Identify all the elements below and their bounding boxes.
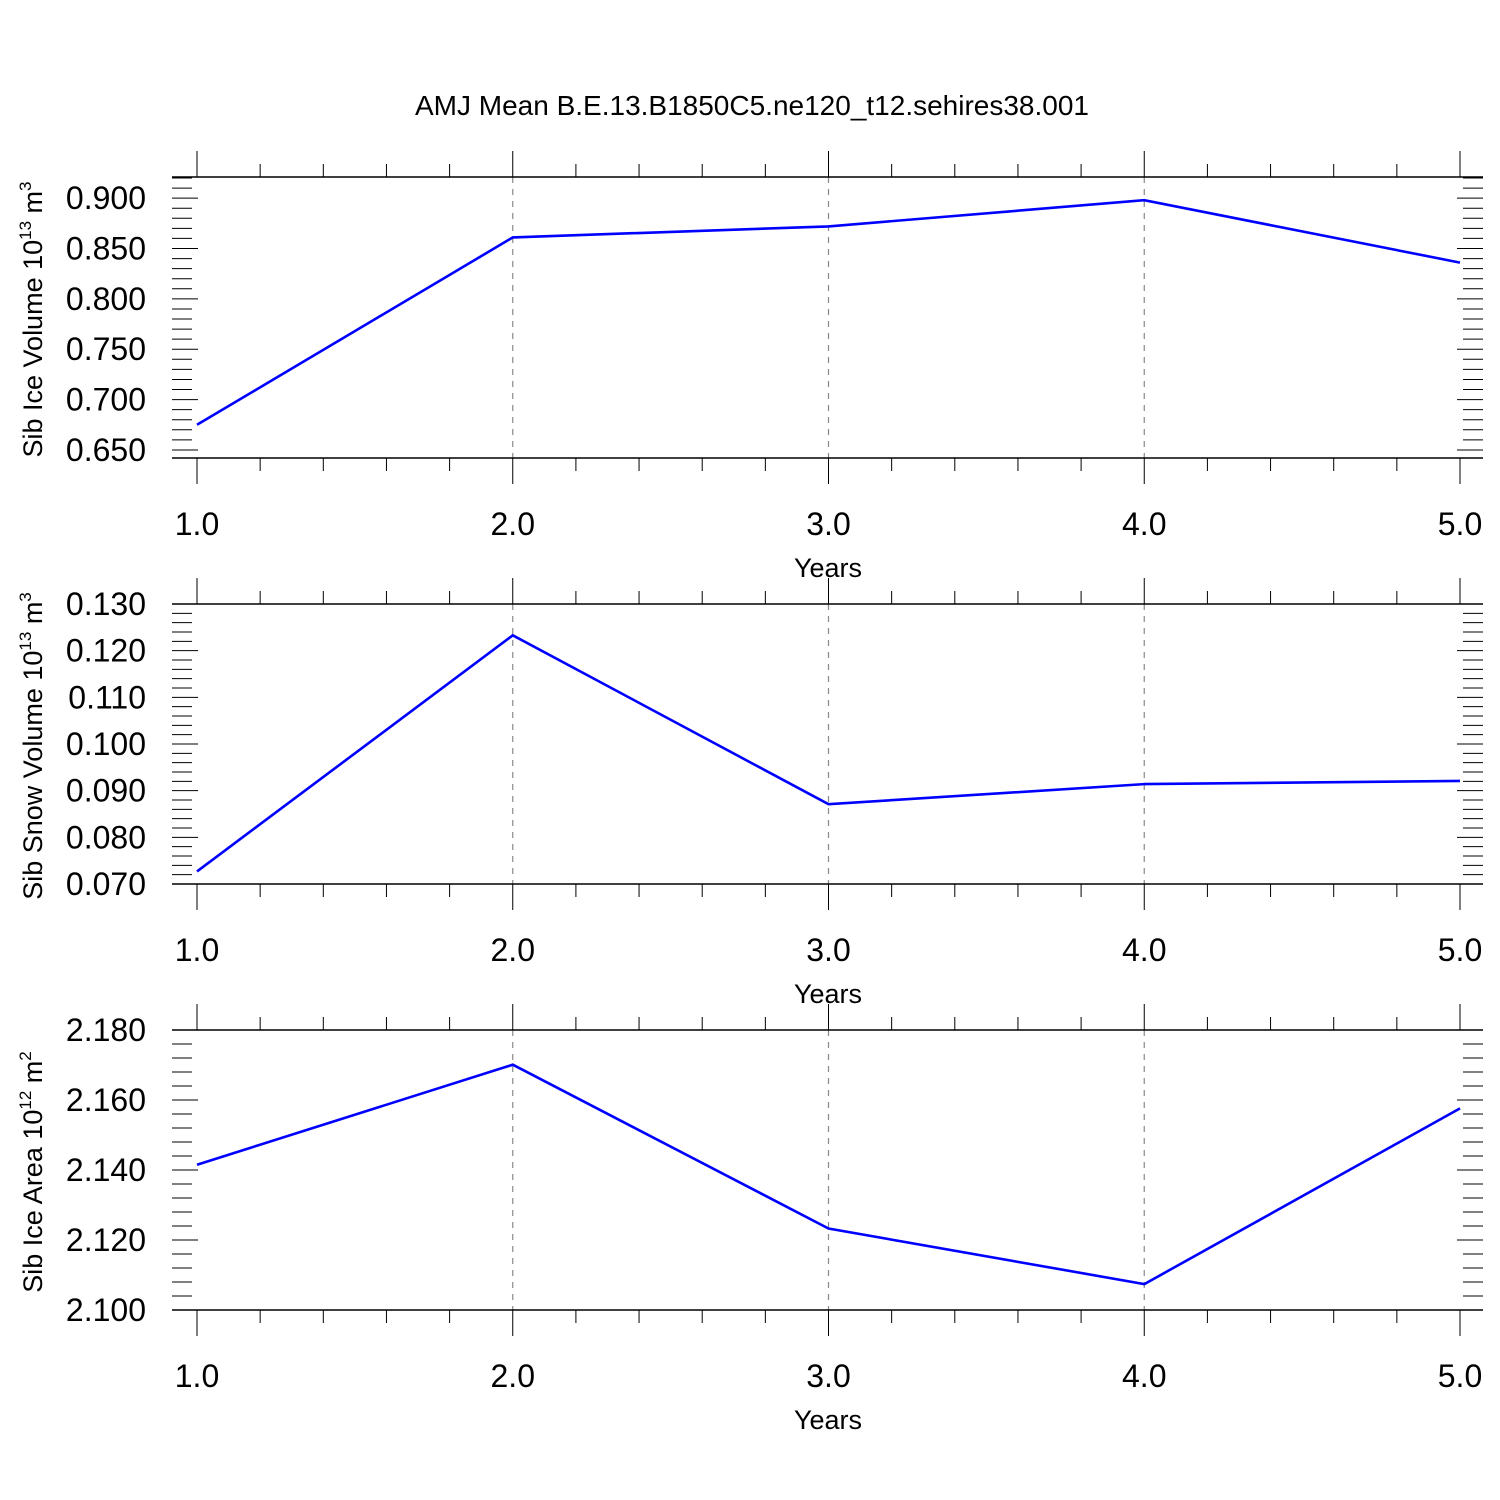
chart-panel-2: 1.0 2.0 3.0 4.0 5.0 0.070 0.080 0.090 0.100 0.110… xyxy=(16,578,1483,1009)
y-tick-label: 0.800 xyxy=(66,281,146,317)
y-axis-title-exponent: 12 xyxy=(16,1091,35,1110)
y-axis-title-text: Sib Ice Volume 10 xyxy=(18,240,48,458)
y-tick-label: 2.140 xyxy=(66,1152,146,1188)
x-tick-label: 5.0 xyxy=(1438,506,1482,542)
y-axis-title-unit: m xyxy=(18,191,48,221)
x-tick-label: 5.0 xyxy=(1438,932,1482,968)
y-tick-label: 0.900 xyxy=(66,180,146,216)
x-tick-label: 2.0 xyxy=(491,1358,535,1394)
y-tick-label: 2.160 xyxy=(66,1082,146,1118)
y-tick-label: 0.090 xyxy=(66,773,146,809)
y-tick-label: 2.180 xyxy=(66,1012,146,1048)
x-tick-label: 1.0 xyxy=(175,1358,219,1394)
y-tick-label: 0.080 xyxy=(66,819,146,855)
series-line xyxy=(196,633,1461,873)
y-axis-title-text: Sib Ice Area 10 xyxy=(18,1110,48,1293)
x-tick-label: 3.0 xyxy=(806,1358,850,1394)
panels: 1.0 2.0 3.0 4.0 5.0 0.650 0.700 0.750 0.800 0.850… xyxy=(16,151,1483,1435)
x-tick-label: 5.0 xyxy=(1438,1358,1482,1394)
y-axis-title-exponent: 13 xyxy=(16,221,35,240)
x-axis-title: Years xyxy=(794,1405,862,1435)
x-tick-label: 2.0 xyxy=(491,506,535,542)
x-tick-label: 3.0 xyxy=(806,506,850,542)
chart-panel-3: 1.0 2.0 3.0 4.0 5.0 2.100 2.120 2.140 2.160 2.180… xyxy=(16,1004,1483,1435)
y-axis-title: Sib Ice Area 1012 m2 xyxy=(16,1051,48,1293)
x-tick-label: 2.0 xyxy=(491,932,535,968)
y-axis-title-unit: m xyxy=(18,1061,48,1091)
x-tick-label: 1.0 xyxy=(175,506,219,542)
figure-title: AMJ Mean B.E.13.B1850C5.ne120_t12.sehire… xyxy=(415,90,1089,121)
y-tick-label: 2.120 xyxy=(66,1222,146,1258)
x-tick-label: 4.0 xyxy=(1122,1358,1166,1394)
x-tick-label: 1.0 xyxy=(175,932,219,968)
y-tick-label: 0.100 xyxy=(66,726,146,762)
y-axis-title-text: Sib Snow Volume 10 xyxy=(18,651,48,900)
y-axis-title-unit-exponent: 2 xyxy=(16,1051,35,1060)
y-tick-label: 0.070 xyxy=(66,866,146,902)
y-tick-label: 2.100 xyxy=(66,1292,146,1328)
y-axis-title-unit: m xyxy=(18,602,48,632)
y-tick-label: 0.120 xyxy=(66,633,146,669)
y-tick-label: 0.700 xyxy=(66,382,146,418)
y-tick-label: 0.850 xyxy=(66,231,146,267)
y-tick-label: 0.650 xyxy=(66,432,146,468)
y-axis-title: Sib Ice Volume 1013 m3 xyxy=(16,181,48,457)
x-tick-label: 4.0 xyxy=(1122,932,1166,968)
x-tick-label: 4.0 xyxy=(1122,506,1166,542)
series-line xyxy=(196,1063,1461,1286)
y-tick-label: 0.110 xyxy=(68,679,146,715)
y-axis-title: Sib Snow Volume 1013 m3 xyxy=(16,592,48,900)
y-tick-label: 0.130 xyxy=(66,586,146,622)
x-tick-label: 3.0 xyxy=(806,932,850,968)
y-axis-title-unit-exponent: 3 xyxy=(16,181,35,190)
y-axis-title-exponent: 13 xyxy=(16,632,35,651)
series-line xyxy=(196,198,1461,426)
chart-panel-1: 1.0 2.0 3.0 4.0 5.0 0.650 0.700 0.750 0.800 0.850… xyxy=(16,151,1483,583)
y-tick-label: 0.750 xyxy=(66,331,146,367)
y-axis-title-unit-exponent: 3 xyxy=(16,592,35,601)
